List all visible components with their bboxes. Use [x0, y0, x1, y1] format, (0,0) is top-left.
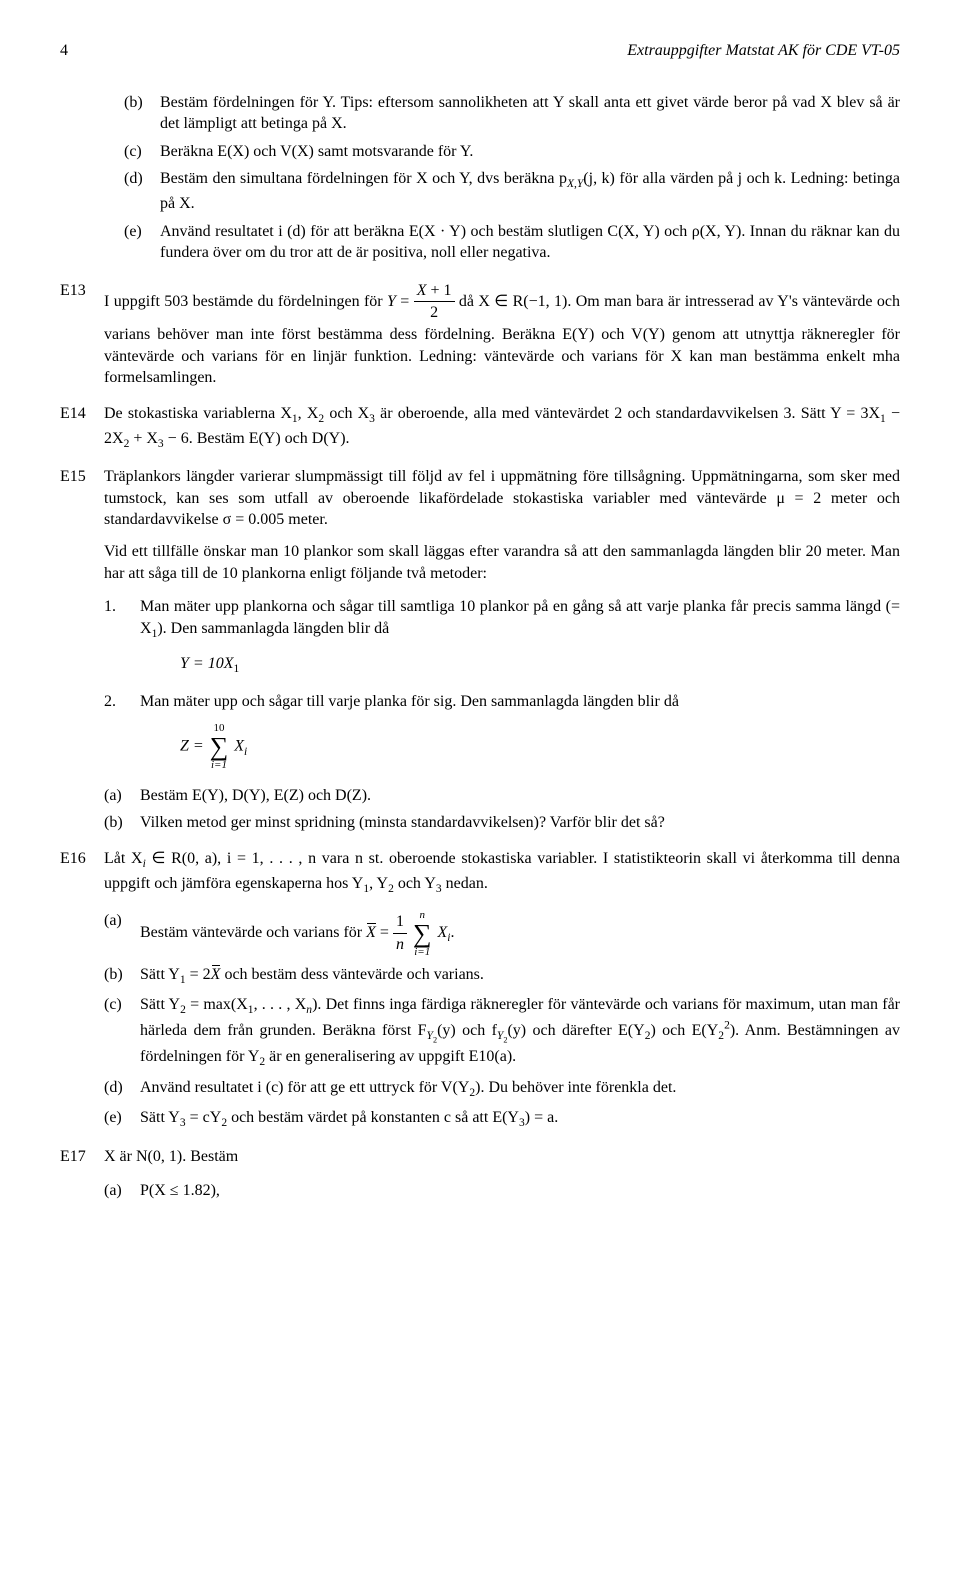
method-label: 1. — [104, 596, 136, 618]
sub-label: (a) — [104, 910, 136, 932]
sub-label: (d) — [124, 168, 156, 190]
sub-text: Beräkna E(X) och V(X) samt motsvarande f… — [160, 143, 473, 160]
e15-method-1: 1. Man mäter upp plankorna och sågar til… — [104, 596, 900, 677]
method-label: 2. — [104, 691, 136, 713]
sub-label: (c) — [104, 994, 136, 1016]
item-e14: E14 De stokastiska variablerna X1, X2 oc… — [104, 403, 900, 452]
sub-label: (b) — [104, 964, 136, 986]
sub-text: Sätt Y3 = cY2 och bestäm värdet på konst… — [140, 1109, 558, 1126]
sub-label: (b) — [104, 812, 136, 834]
page-header: 4 Extrauppgifter Matstat AK för CDE VT-0… — [60, 40, 900, 62]
e15-eq2: Z = 10∑i=1 Xi — [180, 723, 900, 771]
method-text: Man mäter upp plankorna och sågar till s… — [140, 598, 900, 637]
item-text: X är N(0, 1). Bestäm — [104, 1148, 238, 1165]
item-text: De stokastiska variablerna X1, X2 och X3… — [104, 405, 900, 447]
sub-text: Använd resultatet i (c) för att ge ett u… — [140, 1079, 676, 1096]
item-e16: E16 Låt Xi ∈ R(0, a), i = 1, . . . , n v… — [104, 848, 900, 1132]
e15-sub-b: (b) Vilken metod ger minst spridning (mi… — [104, 812, 900, 834]
e17-sub-a: (a) P(X ≤ 1.82), — [104, 1180, 900, 1202]
sub-label: (b) — [124, 92, 156, 114]
sub-item-e: (e) Använd resultatet i (d) för att berä… — [124, 221, 900, 264]
method-text: Man mäter upp och sågar till varje plank… — [140, 693, 679, 710]
sub-text: Bestäm väntevärde och varians för X = 1n… — [140, 924, 454, 941]
sub-item-list: (b) Bestäm fördelningen för Y. Tips: eft… — [124, 92, 900, 264]
item-text: I uppgift 503 bestämde du fördelningen f… — [104, 293, 900, 387]
e15-sub-ab: (a) Bestäm E(Y), D(Y), E(Z) och D(Z). (b… — [104, 785, 900, 834]
e17-subs: (a) P(X ≤ 1.82), — [104, 1180, 900, 1202]
e16-sub-a: (a) Bestäm väntevärde och varians för X … — [104, 910, 900, 958]
e15-p1: Träplankors längder varierar slumpmässig… — [104, 466, 900, 531]
e16-sub-b: (b) Sätt Y1 = 2X och bestäm dess väntevä… — [104, 964, 900, 989]
e16-subs: (a) Bestäm väntevärde och varians för X … — [104, 910, 900, 1133]
item-label: E14 — [60, 403, 100, 425]
sub-text: Sätt Y1 = 2X och bestäm dess väntevärde … — [140, 966, 484, 983]
sub-item-d: (d) Bestäm den simultana fördelningen fö… — [124, 168, 900, 214]
sub-text: Vilken metod ger minst spridning (minsta… — [140, 814, 665, 831]
e16-sub-e: (e) Sätt Y3 = cY2 och bestäm värdet på k… — [104, 1107, 900, 1132]
sub-text: Bestäm den simultana fördelningen för X … — [160, 170, 900, 212]
e15-sub-a: (a) Bestäm E(Y), D(Y), E(Z) och D(Z). — [104, 785, 900, 807]
e15-eq1: Y = 10X1 — [180, 653, 900, 678]
sub-label: (e) — [104, 1107, 136, 1129]
item-label: E13 — [60, 280, 100, 302]
sub-label: (d) — [104, 1077, 136, 1099]
item-label: E16 — [60, 848, 100, 870]
e15-method-2: 2. Man mäter upp och sågar till varje pl… — [104, 691, 900, 771]
e15-p2: Vid ett tillfälle önskar man 10 plankor … — [104, 541, 900, 584]
header-title: Extrauppgifter Matstat AK för CDE VT-05 — [627, 40, 900, 62]
sub-label: (a) — [104, 1180, 136, 1202]
sub-text: Använd resultatet i (d) för att beräkna … — [160, 223, 900, 262]
sub-text: Bestäm E(Y), D(Y), E(Z) och D(Z). — [140, 787, 371, 804]
e16-sub-c: (c) Sätt Y2 = max(X1, . . . , Xn). Det f… — [104, 994, 900, 1070]
e15-methods: 1. Man mäter upp plankorna och sågar til… — [104, 596, 900, 771]
sub-label: (c) — [124, 141, 156, 163]
item-label: E17 — [60, 1146, 100, 1168]
item-e17: E17 X är N(0, 1). Bestäm (a) P(X ≤ 1.82)… — [104, 1146, 900, 1201]
item-e13: E13 I uppgift 503 bestämde du fördelning… — [104, 280, 900, 389]
sub-text: Sätt Y2 = max(X1, . . . , Xn). Det finns… — [140, 996, 900, 1065]
sub-text: P(X ≤ 1.82), — [140, 1182, 220, 1199]
item-label: E15 — [60, 466, 100, 488]
item-e15: E15 Träplankors längder varierar slumpmä… — [104, 466, 900, 834]
page-number: 4 — [60, 40, 68, 62]
sub-label: (a) — [104, 785, 136, 807]
sub-item-b: (b) Bestäm fördelningen för Y. Tips: eft… — [124, 92, 900, 135]
sub-label: (e) — [124, 221, 156, 243]
page-content: (b) Bestäm fördelningen för Y. Tips: eft… — [60, 92, 900, 1202]
sub-text: Bestäm fördelningen för Y. Tips: efterso… — [160, 94, 900, 133]
e16-intro: Låt Xi ∈ R(0, a), i = 1, . . . , n vara … — [104, 848, 900, 897]
e16-sub-d: (d) Använd resultatet i (c) för att ge e… — [104, 1077, 900, 1102]
sub-item-c: (c) Beräkna E(X) och V(X) samt motsvaran… — [124, 141, 900, 163]
